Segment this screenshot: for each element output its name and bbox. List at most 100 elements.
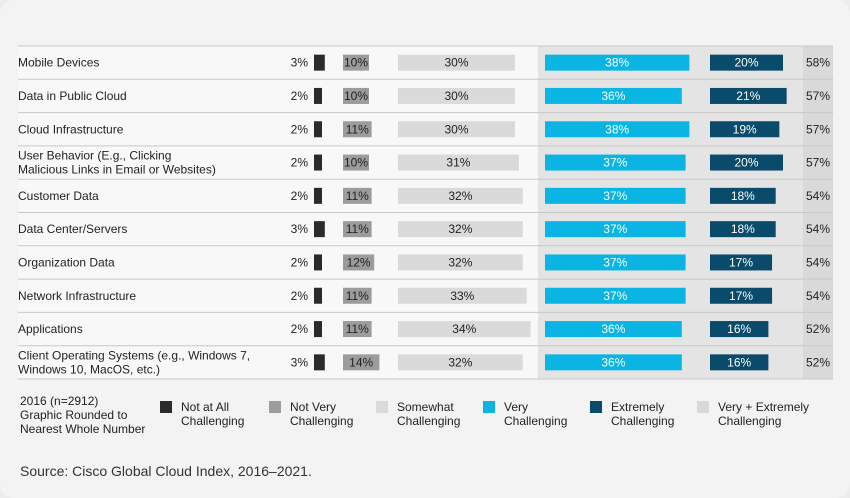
- bar-2: [343, 87, 369, 104]
- note-line: Graphic Rounded to: [20, 408, 128, 422]
- bar-1: [314, 221, 325, 238]
- category-label: Organization Data: [18, 255, 115, 269]
- combined-label: 58%: [806, 56, 830, 70]
- bar-2: [343, 154, 369, 171]
- category-label: Customer Data: [18, 189, 99, 203]
- sample-note: 2016 (n=2912) Graphic Rounded to Nearest…: [20, 394, 160, 436]
- data-label: 3%: [291, 355, 309, 369]
- data-label: 20%: [734, 56, 758, 70]
- data-label: 18%: [731, 189, 755, 203]
- bar-4: [545, 121, 690, 138]
- bar-4: [545, 54, 690, 71]
- bar-4: [545, 321, 682, 338]
- combined-label: 52%: [806, 322, 830, 336]
- note-line: 2016 (n=2912): [20, 394, 99, 408]
- legend-label: Very + Extremely Challenging: [718, 400, 810, 428]
- legend-swatch: [590, 401, 602, 413]
- bar-2: [343, 121, 372, 138]
- bar-2: [343, 321, 372, 338]
- bar-5: [710, 321, 769, 338]
- bar-5: [710, 221, 776, 238]
- category-label-line: Data in Public Cloud: [18, 89, 127, 103]
- category-label-line: Network Infrastructure: [18, 289, 136, 303]
- data-label: 14%: [349, 355, 373, 369]
- combined-label: 54%: [806, 189, 830, 203]
- bar-4: [545, 287, 686, 304]
- data-label: 11%: [346, 322, 369, 336]
- bar-5: [710, 154, 783, 171]
- category-label-line: Data Center/Servers: [18, 222, 127, 236]
- bar-4: [545, 87, 682, 104]
- bar-3: [398, 354, 523, 371]
- data-label: 11%: [346, 289, 369, 303]
- legend-swatch: [483, 401, 495, 413]
- combined-label: 57%: [806, 156, 830, 170]
- data-label: 11%: [346, 122, 369, 136]
- note-line: Nearest Whole Number: [20, 422, 146, 436]
- bar-3: [398, 254, 523, 271]
- bar-3: [398, 154, 519, 171]
- category-label-line: Mobile Devices: [18, 56, 99, 70]
- combined-label: 57%: [806, 89, 830, 103]
- data-label: 37%: [603, 255, 627, 269]
- category-label: Data Center/Servers: [18, 222, 127, 236]
- bar-3: [398, 221, 523, 238]
- bar-4: [545, 221, 686, 238]
- data-label: 38%: [605, 56, 629, 70]
- bar-5: [710, 287, 773, 304]
- bar-5: [710, 121, 780, 138]
- data-label: 2%: [291, 322, 309, 336]
- category-label-line: Windows 10, MacOS, etc.): [18, 362, 160, 376]
- bar-1: [314, 154, 322, 171]
- bar-3: [398, 187, 523, 204]
- bar-1: [314, 121, 322, 138]
- bar-1: [314, 254, 322, 271]
- bar-3: [398, 321, 531, 338]
- data-label: 38%: [605, 122, 629, 136]
- bar-1: [314, 54, 325, 71]
- data-label: 34%: [452, 322, 476, 336]
- bar-5: [710, 254, 773, 271]
- data-label: 10%: [344, 56, 368, 70]
- data-label: 18%: [731, 222, 755, 236]
- category-label-line: User Behavior (E.g., Clicking: [18, 149, 171, 163]
- bar-3: [398, 121, 515, 138]
- data-label: 16%: [727, 355, 751, 369]
- bar-4: [545, 154, 686, 171]
- combined-label: 54%: [806, 222, 830, 236]
- bar-1: [314, 354, 325, 371]
- data-label: 31%: [446, 156, 470, 170]
- bar-4: [545, 354, 682, 371]
- category-label-line: Client Operating Systems (e.g., Windows …: [18, 348, 250, 362]
- data-label: 3%: [291, 56, 309, 70]
- data-label: 3%: [291, 222, 309, 236]
- data-label: 2%: [291, 289, 309, 303]
- data-label: 11%: [346, 222, 369, 236]
- data-label: 32%: [448, 222, 472, 236]
- legend-swatch: [160, 401, 172, 413]
- data-label: 36%: [601, 89, 625, 103]
- bar-2: [343, 221, 372, 238]
- source-text: Source: Cisco Global Cloud Index, 2016–2…: [20, 463, 312, 479]
- data-label: 2%: [291, 156, 309, 170]
- data-label: 19%: [733, 122, 757, 136]
- data-label: 36%: [601, 322, 625, 336]
- data-label: 10%: [344, 156, 368, 170]
- data-label: 17%: [729, 255, 753, 269]
- bar-5: [710, 354, 769, 371]
- data-label: 37%: [603, 222, 627, 236]
- category-label: Client Operating Systems (e.g., Windows …: [18, 348, 250, 376]
- data-label: 30%: [444, 122, 468, 136]
- data-label: 32%: [448, 255, 472, 269]
- category-label-line: Organization Data: [18, 255, 115, 269]
- legend-label: Somewhat Challenging: [397, 400, 461, 428]
- combined-label: 54%: [806, 289, 830, 303]
- bar-1: [314, 321, 322, 338]
- category-label: User Behavior (E.g., Clicking Malicious L…: [18, 149, 216, 177]
- bar-2: [343, 354, 380, 371]
- data-label: 17%: [729, 289, 753, 303]
- data-label: 33%: [450, 289, 474, 303]
- data-label: 2%: [291, 255, 309, 269]
- data-label: 11%: [346, 189, 369, 203]
